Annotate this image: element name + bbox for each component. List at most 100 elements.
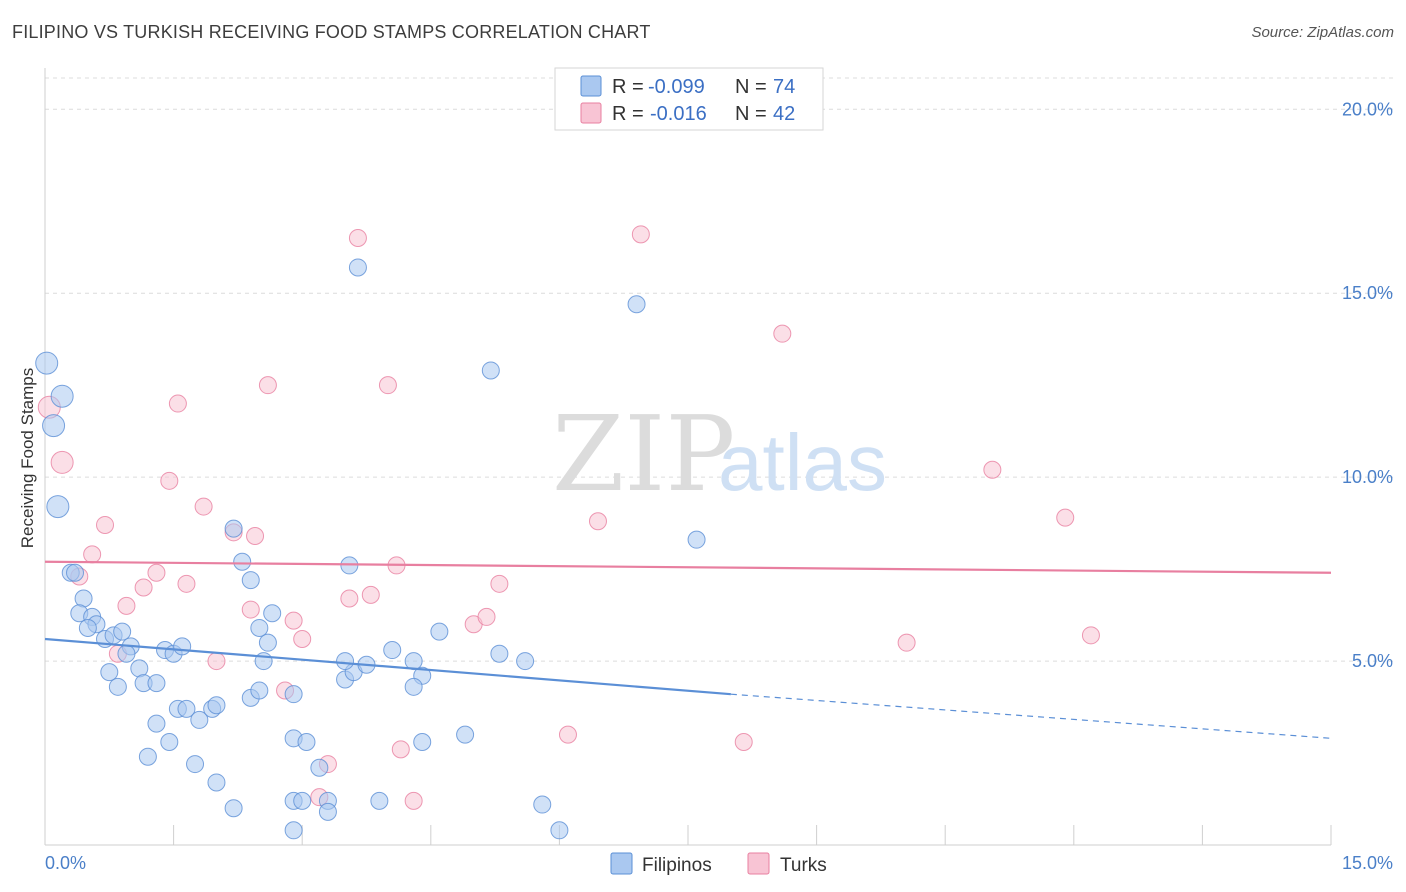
point-filipinos xyxy=(456,725,475,744)
point-filipinos xyxy=(78,618,97,637)
point-filipinos xyxy=(404,652,423,671)
point-filipinos xyxy=(533,795,552,814)
point-filipinos xyxy=(284,821,303,840)
point-turks xyxy=(1081,626,1100,645)
legend-n-label-filipinos: N = xyxy=(735,76,767,98)
point-filipinos xyxy=(207,773,226,792)
point-filipinos xyxy=(258,633,277,652)
point-filipinos xyxy=(35,351,59,375)
point-filipinos xyxy=(117,644,136,663)
point-turks xyxy=(96,515,115,534)
point-turks xyxy=(177,574,196,593)
point-filipinos xyxy=(430,622,449,641)
point-turks xyxy=(147,563,166,582)
point-filipinos xyxy=(250,618,269,637)
point-filipinos xyxy=(627,295,646,314)
point-filipinos xyxy=(241,571,260,590)
point-filipinos xyxy=(413,732,432,751)
point-filipinos xyxy=(207,696,226,715)
axes xyxy=(44,68,1332,846)
point-turks xyxy=(477,607,496,626)
point-turks xyxy=(340,589,359,608)
point-turks xyxy=(194,497,213,516)
point-filipinos xyxy=(233,552,252,571)
point-filipinos xyxy=(550,821,569,840)
point-turks xyxy=(207,652,226,671)
point-turks xyxy=(897,633,916,652)
point-turks xyxy=(404,791,423,810)
point-filipinos xyxy=(177,699,196,718)
bottom-legend-label-filipinos: Filipinos xyxy=(642,855,712,876)
point-filipinos xyxy=(404,677,423,696)
point-turks xyxy=(258,376,277,395)
point-turks xyxy=(160,471,179,490)
legend-n-value-filipinos: 74 xyxy=(773,76,795,98)
legend-r-value-filipinos: -0.099 xyxy=(648,76,705,98)
point-filipinos xyxy=(516,652,535,671)
point-filipinos xyxy=(263,604,282,623)
point-turks xyxy=(734,732,753,751)
point-filipinos xyxy=(108,677,127,696)
point-filipinos xyxy=(147,714,166,733)
point-turks xyxy=(246,526,265,545)
legend-swatch-turks xyxy=(580,102,602,124)
point-turks xyxy=(490,574,509,593)
point-filipinos xyxy=(147,674,166,693)
watermark-zip: ZIP xyxy=(552,393,735,515)
series-filipinos xyxy=(35,258,706,840)
point-filipinos xyxy=(250,681,269,700)
point-filipinos xyxy=(336,652,355,671)
bottom-legend-swatch-filipinos xyxy=(610,852,633,875)
y-tick-label: 5.0% xyxy=(1352,651,1393,671)
trend-line-filipinos xyxy=(44,637,731,696)
x-tick-label: 0.0% xyxy=(45,853,86,873)
legend: R = -0.099 N = 74 R = -0.016 N = 42 xyxy=(554,67,824,131)
point-turks xyxy=(293,629,312,648)
legend-swatch-filipinos xyxy=(580,75,602,97)
y-tick-label: 10.0% xyxy=(1342,467,1393,487)
point-filipinos xyxy=(138,747,157,766)
watermark: ZIP atlas xyxy=(552,393,887,515)
trend-line-turks xyxy=(44,560,1332,574)
point-turks xyxy=(83,545,102,564)
point-turks xyxy=(348,229,367,248)
point-filipinos xyxy=(160,732,179,751)
point-turks xyxy=(588,512,607,531)
point-filipinos xyxy=(190,710,209,729)
point-turks xyxy=(134,578,153,597)
legend-r-value-turks: -0.016 xyxy=(650,103,707,125)
point-filipinos xyxy=(224,519,243,538)
point-filipinos xyxy=(66,563,85,582)
legend-n-label-turks: N = xyxy=(735,103,767,125)
point-turks xyxy=(284,611,303,630)
point-filipinos xyxy=(481,361,500,380)
x-tick-label: 15.0% xyxy=(1342,853,1393,873)
bottom-legend: Filipinos Turks xyxy=(610,852,827,876)
point-filipinos xyxy=(42,414,66,438)
point-filipinos xyxy=(293,791,312,810)
chart-source: Source: ZipAtlas.com xyxy=(1251,24,1394,41)
point-turks xyxy=(1056,508,1075,527)
point-filipinos xyxy=(284,685,303,704)
point-filipinos xyxy=(310,758,329,777)
point-turks xyxy=(378,376,397,395)
bottom-legend-label-turks: Turks xyxy=(780,855,827,876)
point-turks xyxy=(983,460,1002,479)
point-turks xyxy=(168,394,187,413)
y-tick-label: 15.0% xyxy=(1342,283,1393,303)
point-filipinos xyxy=(113,622,132,641)
point-filipinos xyxy=(100,663,119,682)
point-turks xyxy=(241,600,260,619)
x-tick-labels: 0.0% 15.0% xyxy=(45,853,1393,873)
point-filipinos xyxy=(383,641,402,660)
point-filipinos xyxy=(348,258,367,277)
y-tick-labels: 5.0% 10.0% 15.0% 20.0% xyxy=(1342,99,1393,671)
series-turks xyxy=(37,225,1100,810)
point-turks xyxy=(50,450,74,474)
legend-n-value-turks: 42 xyxy=(773,103,795,125)
point-filipinos xyxy=(224,799,243,818)
bottom-legend-swatch-turks xyxy=(747,852,770,875)
point-filipinos xyxy=(46,495,70,519)
y-tick-label: 20.0% xyxy=(1342,99,1393,119)
